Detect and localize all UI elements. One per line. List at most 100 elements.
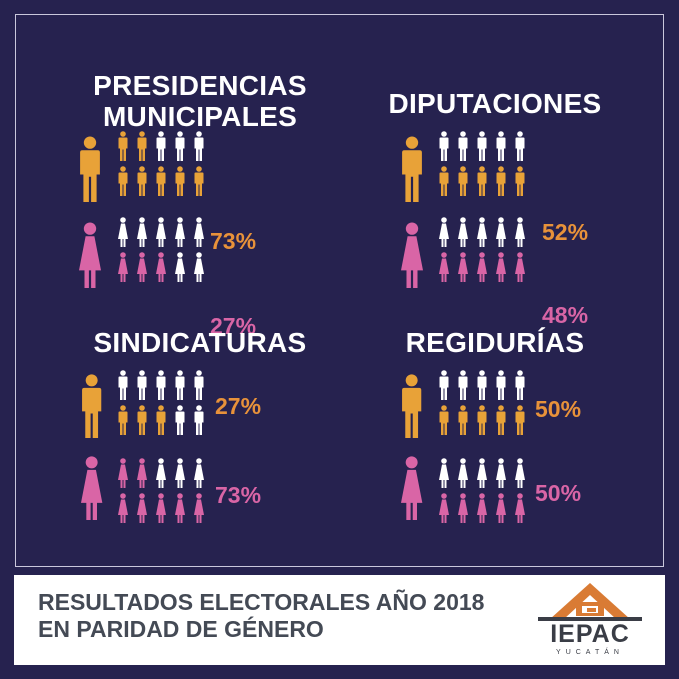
small-man-icon xyxy=(137,370,147,400)
small-man-icon xyxy=(118,166,128,196)
small-woman-icon xyxy=(194,493,204,523)
female-percentage: 48% xyxy=(542,302,589,328)
small-man-icon xyxy=(477,370,487,400)
female-percentage: 73% xyxy=(215,482,262,508)
small-man-icon xyxy=(194,131,204,161)
woman-icon xyxy=(401,456,423,520)
small-man-icon xyxy=(175,131,185,161)
woman-icon xyxy=(81,456,103,520)
panel-diputaciones: DIPUTACIONES 52% 48% xyxy=(335,70,655,340)
pictogram-chart xyxy=(79,131,204,288)
small-man-icon xyxy=(137,166,147,196)
pictogram-chart xyxy=(401,131,525,288)
small-woman-icon xyxy=(194,458,204,488)
man-icon xyxy=(80,136,100,202)
small-woman-icon xyxy=(137,493,147,523)
small-woman-icon xyxy=(458,252,468,282)
small-woman-icon xyxy=(515,217,525,247)
small-woman-icon xyxy=(496,458,506,488)
small-woman-icon xyxy=(118,493,128,523)
small-man-icon xyxy=(156,370,166,400)
small-woman-icon xyxy=(515,493,525,523)
male-percentage: 27% xyxy=(215,393,262,419)
female-percentage: 50% xyxy=(535,480,582,506)
small-man-icon xyxy=(194,166,204,196)
male-row xyxy=(82,370,204,438)
small-man-icon xyxy=(477,405,487,435)
woman-icon xyxy=(79,222,101,288)
small-woman-icon xyxy=(118,252,128,282)
male-percentage: 73% xyxy=(210,228,257,254)
footer-title: RESULTADOS ELECTORALES AÑO 2018 EN PARID… xyxy=(38,589,484,643)
small-man-icon xyxy=(515,166,525,196)
small-woman-icon xyxy=(156,458,166,488)
small-woman-icon xyxy=(477,217,487,247)
small-man-icon xyxy=(156,166,166,196)
small-woman-icon xyxy=(156,252,166,282)
panel-title: SINDICATURAS xyxy=(40,327,360,358)
small-woman-icon xyxy=(137,217,147,247)
small-woman-icon xyxy=(439,493,449,523)
small-man-icon xyxy=(137,131,147,161)
small-woman-icon xyxy=(477,458,487,488)
small-woman-icon xyxy=(194,252,204,282)
logo-name: IEPAC xyxy=(550,620,630,648)
man-icon xyxy=(402,374,422,438)
small-man-icon xyxy=(439,405,449,435)
small-woman-icon xyxy=(458,458,468,488)
male-row xyxy=(402,131,525,202)
small-man-icon xyxy=(194,405,204,435)
iepac-logo: IEPAC YUCATÁN xyxy=(534,577,646,661)
small-woman-icon xyxy=(194,217,204,247)
small-man-icon xyxy=(496,405,506,435)
small-woman-icon xyxy=(458,217,468,247)
small-woman-icon xyxy=(118,458,128,488)
female-row xyxy=(81,456,204,523)
small-woman-icon xyxy=(175,493,185,523)
small-man-icon xyxy=(515,405,525,435)
panel-title-line-1: DIPUTACIONES xyxy=(388,88,602,119)
panel-title: DIPUTACIONES xyxy=(335,88,655,119)
man-icon xyxy=(82,374,102,438)
footer-title-line-2: EN PARIDAD DE GÉNERO xyxy=(38,616,324,642)
panel-title: PRESIDENCIAS MUNICIPALES xyxy=(40,70,360,132)
small-man-icon xyxy=(458,166,468,196)
panel-title-line-1: REGIDURÍAS xyxy=(405,327,585,358)
small-man-icon xyxy=(137,405,147,435)
male-row xyxy=(402,370,525,438)
small-man-icon xyxy=(439,370,449,400)
female-row xyxy=(401,456,525,523)
small-man-icon xyxy=(477,166,487,196)
small-man-icon xyxy=(118,370,128,400)
panel-title-line-1: PRESIDENCIAS xyxy=(93,70,307,101)
small-woman-icon xyxy=(496,493,506,523)
panel-sindicaturas: SINDICATURAS 27% 73% xyxy=(40,310,360,580)
panel-title-line-2: MUNICIPALES xyxy=(102,101,298,132)
panel-regidurias: REGIDURÍAS 50% 50% xyxy=(335,310,655,580)
female-row xyxy=(79,217,204,288)
small-woman-icon xyxy=(496,217,506,247)
male-percentage: 52% xyxy=(542,219,589,245)
footer-banner: RESULTADOS ELECTORALES AÑO 2018 EN PARID… xyxy=(14,575,665,665)
small-man-icon xyxy=(458,405,468,435)
woman-icon xyxy=(401,222,423,288)
small-man-icon xyxy=(175,370,185,400)
small-man-icon xyxy=(118,405,128,435)
small-man-icon xyxy=(477,131,487,161)
footer-title-line-1: RESULTADOS ELECTORALES AÑO 2018 xyxy=(38,589,485,615)
panel-title: REGIDURÍAS xyxy=(335,327,655,358)
female-row xyxy=(401,217,525,288)
small-woman-icon xyxy=(137,458,147,488)
small-man-icon xyxy=(496,131,506,161)
small-man-icon xyxy=(194,370,204,400)
small-man-icon xyxy=(515,370,525,400)
logo-subtitle: YUCATÁN xyxy=(556,649,624,656)
small-man-icon xyxy=(439,131,449,161)
small-woman-icon xyxy=(458,493,468,523)
male-row xyxy=(80,131,204,202)
small-man-icon xyxy=(118,131,128,161)
small-man-icon xyxy=(496,166,506,196)
small-man-icon xyxy=(156,405,166,435)
small-woman-icon xyxy=(496,252,506,282)
